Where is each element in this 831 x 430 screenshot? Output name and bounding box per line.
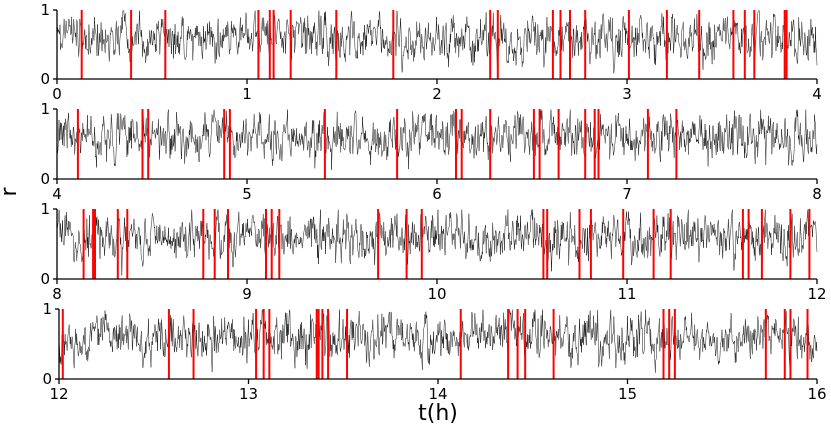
signal-trace: [56, 10, 818, 74]
x-tick-label: 16: [807, 385, 826, 403]
x-tick-label: 8: [812, 185, 822, 203]
y-tick-label: 1: [40, 100, 50, 118]
signal-trace: [56, 209, 818, 276]
x-tick-label: 15: [618, 385, 637, 403]
x-tick-label: 2: [432, 85, 442, 103]
x-tick-label: 14: [428, 385, 447, 403]
x-tick-label: 13: [239, 385, 258, 403]
x-tick-label: 4: [52, 185, 62, 203]
y-tick-label: 1: [40, 200, 50, 218]
y-tick-label: 0: [40, 270, 50, 288]
signal-trace: [56, 109, 818, 170]
x-tick-label: 3: [622, 85, 632, 103]
x-tick-label: 11: [617, 285, 636, 303]
x-tick-label: 12: [49, 385, 68, 403]
y-axis-label: r: [0, 187, 22, 197]
x-axis-label: t(h): [418, 401, 458, 426]
x-tick-label: 7: [622, 185, 632, 203]
x-tick-label: 12: [807, 285, 826, 303]
y-tick-label: 0: [40, 170, 50, 188]
x-tick-label: 10: [427, 285, 446, 303]
y-tick-label: 1: [40, 1, 50, 19]
x-tick-label: 4: [812, 85, 822, 103]
x-tick-label: 9: [242, 285, 252, 303]
signal-trace: [58, 309, 818, 373]
panel-3: 0 1 8 9 10 11 12: [40, 200, 826, 303]
y-tick-label: 0: [40, 70, 50, 88]
panel-1: 0 1 0 1 2 3 4: [40, 1, 821, 103]
x-tick-label: 0: [52, 85, 62, 103]
y-tick-label: 1: [42, 300, 52, 318]
x-tick-label: 8: [52, 285, 62, 303]
x-tick-label: 5: [242, 185, 252, 203]
x-tick-label: 6: [432, 185, 442, 203]
x-tick-label: 1: [242, 85, 252, 103]
panel-2: 0 1 4 5 6 7 8: [40, 100, 821, 203]
panel-4: 0 1 12 13 14 15 16: [42, 300, 826, 403]
y-tick-label: 0: [42, 370, 52, 388]
